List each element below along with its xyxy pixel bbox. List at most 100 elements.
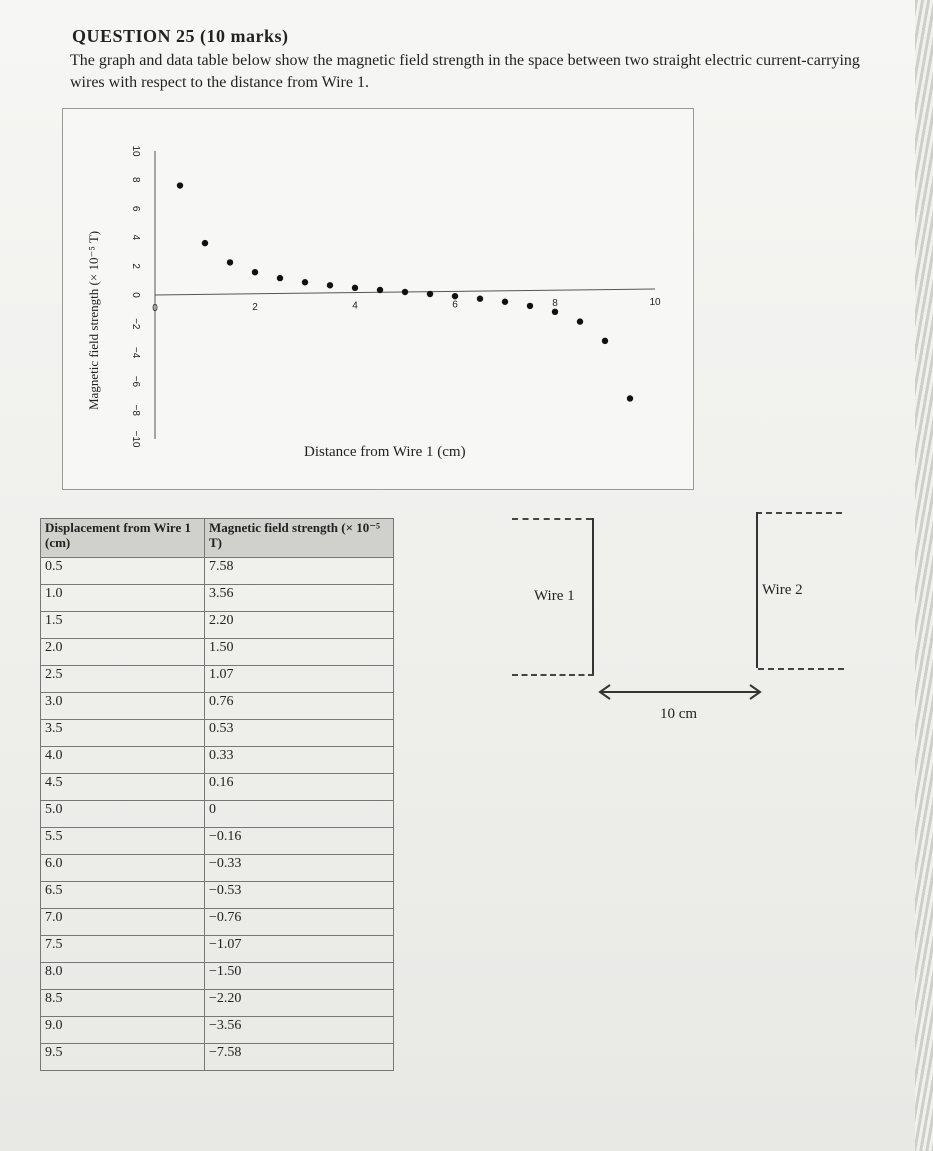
table-row: 3.0 0.76 xyxy=(40,692,394,720)
field-cell: 7.58 xyxy=(204,557,394,585)
y-axis-label: Magnetic field strength (× 10⁻⁵ T) xyxy=(86,230,101,410)
field-cell: −2.20 xyxy=(204,989,394,1017)
separation-arrow xyxy=(598,684,762,700)
data-point xyxy=(376,286,384,294)
displacement-cell: 6.5 xyxy=(40,881,205,909)
y-tick-label: −8 xyxy=(130,404,141,416)
wire2-dash-top xyxy=(756,512,842,514)
table-row: 7.5 −1.07 xyxy=(40,935,394,963)
x-tick-label: 10 xyxy=(649,297,661,308)
data-point xyxy=(601,337,609,345)
displacement-cell: 2.5 xyxy=(40,665,205,693)
table-row: 3.5 0.53 xyxy=(40,719,394,747)
data-point xyxy=(251,269,259,276)
y-tick-label: −6 xyxy=(130,376,141,388)
displacement-cell: 5.0 xyxy=(40,800,205,828)
data-point xyxy=(551,308,559,315)
table-row: 5.0 0 xyxy=(40,800,394,828)
y-tick-label: 2 xyxy=(130,263,141,269)
table-row: 4.5 0.16 xyxy=(40,773,394,801)
data-point xyxy=(451,292,459,300)
displacement-cell: 4.5 xyxy=(40,773,205,801)
x-tick-label: 0 xyxy=(152,303,158,314)
table-row: 1.0 3.56 xyxy=(40,584,394,612)
y-tick-label: 6 xyxy=(130,206,141,212)
table-row: 4.0 0.33 xyxy=(40,746,394,774)
data-point xyxy=(176,182,184,189)
displacement-cell: 4.0 xyxy=(40,746,205,774)
table-row: 2.5 1.07 xyxy=(40,665,394,693)
field-cell: −1.07 xyxy=(204,935,394,963)
data-point xyxy=(526,302,534,310)
field-cell: 0.53 xyxy=(204,719,394,747)
displacement-cell: 2.0 xyxy=(40,638,205,666)
field-cell: −0.76 xyxy=(204,908,394,936)
data-point xyxy=(501,298,509,305)
field-cell: −0.33 xyxy=(204,854,394,882)
y-tick-label: 0 xyxy=(130,292,141,298)
displacement-cell: 3.0 xyxy=(40,692,205,720)
table-row: 9.0 −3.56 xyxy=(40,1016,394,1044)
displacement-cell: 0.5 xyxy=(40,557,205,585)
field-cell: 0 xyxy=(204,800,394,828)
displacement-cell: 3.5 xyxy=(40,719,205,747)
table-row: 9.5 −7.58 xyxy=(40,1043,394,1071)
displacement-cell: 1.5 xyxy=(40,611,205,639)
field-cell: −3.56 xyxy=(204,1016,394,1044)
table-row: 7.0 −0.76 xyxy=(40,908,394,936)
x-tick-label: 4 xyxy=(352,301,358,312)
y-tick-label: −10 xyxy=(130,431,141,448)
y-tick-label: −2 xyxy=(130,318,141,330)
page-edge xyxy=(915,0,933,1151)
table-header-displacement: Displacement from Wire 1 (cm) xyxy=(40,518,205,558)
y-tick-label: 4 xyxy=(130,235,141,241)
table-row: 8.5 −2.20 xyxy=(40,989,394,1017)
table-row: 5.5 −0.16 xyxy=(40,827,394,855)
separation-label: 10 cm xyxy=(660,706,698,722)
field-cell: 3.56 xyxy=(204,584,394,612)
y-tick-label: 8 xyxy=(130,177,141,183)
data-point xyxy=(201,239,209,247)
x-axis-label: Distance from Wire 1 (cm) xyxy=(304,444,466,460)
wire1-dash-bottom xyxy=(512,674,594,676)
wire1-dash-top xyxy=(512,518,592,520)
field-cell: 2.20 xyxy=(204,611,394,639)
wire-2 xyxy=(756,512,758,668)
data-point xyxy=(351,284,359,292)
wire-1 xyxy=(540,518,594,674)
field-cell: 1.50 xyxy=(204,638,394,666)
field-cell: −1.50 xyxy=(204,962,394,990)
displacement-cell: 7.0 xyxy=(40,908,205,936)
wire-2-label: Wire 2 xyxy=(762,582,803,598)
data-point xyxy=(276,274,284,282)
data-table: Displacement from Wire 1 (cm) Magnetic f… xyxy=(40,518,394,1071)
x-tick-label: 2 xyxy=(252,302,258,313)
data-point xyxy=(226,259,234,266)
data-point xyxy=(301,279,309,286)
table-row: 1.5 2.20 xyxy=(40,611,394,639)
displacement-cell: 8.5 xyxy=(40,989,205,1017)
displacement-cell: 6.0 xyxy=(40,854,205,882)
displacement-cell: 9.0 xyxy=(40,1016,205,1044)
table-header-field: Magnetic field strength (× 10⁻⁵ T) xyxy=(204,518,394,558)
displacement-cell: 7.5 xyxy=(40,935,205,963)
question-heading: QUESTION 25 (10 marks) xyxy=(72,26,289,46)
table-row: 8.0 −1.50 xyxy=(40,962,394,990)
y-tick-label: 10 xyxy=(130,145,141,157)
field-cell: −0.16 xyxy=(204,827,394,855)
data-point xyxy=(626,395,634,402)
scatter-chart: 10 8 6 4 2 0 −2 −4 −6 −8 −10 0 2 4 6 8 10 xyxy=(130,145,661,448)
field-cell: 1.07 xyxy=(204,665,394,693)
y-tick-label: −4 xyxy=(130,347,141,359)
data-point xyxy=(326,282,334,289)
table-row: 6.5 −0.53 xyxy=(40,881,394,909)
field-cell: −7.58 xyxy=(204,1043,394,1071)
displacement-cell: 9.5 xyxy=(40,1043,205,1071)
table-row: 2.0 1.50 xyxy=(40,638,394,666)
data-point xyxy=(576,318,584,325)
field-cell: −0.53 xyxy=(204,881,394,909)
displacement-cell: 1.0 xyxy=(40,584,205,612)
x-tick-label: 6 xyxy=(452,299,458,310)
data-point xyxy=(476,295,484,302)
table-row: 6.0 −0.33 xyxy=(40,854,394,882)
